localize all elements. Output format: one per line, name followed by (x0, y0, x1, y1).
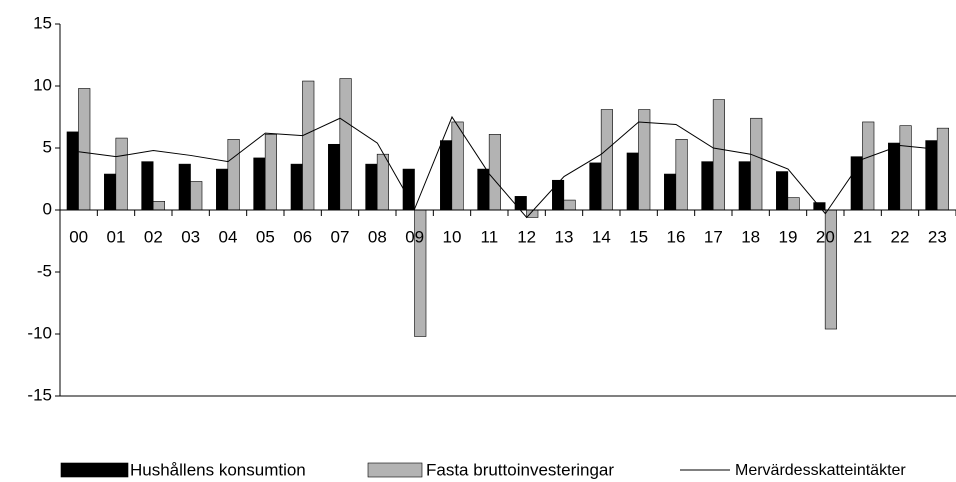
x-tick-label: 09 (405, 227, 424, 246)
x-tick-label: 17 (704, 227, 723, 246)
legend-swatch (367, 462, 423, 478)
bar (253, 157, 266, 211)
x-tick-label: 04 (219, 227, 238, 246)
x-tick-label: 20 (816, 227, 835, 246)
legend-label: Hushållens konsumtion (130, 460, 306, 479)
x-tick-label: 14 (592, 227, 611, 246)
bar (190, 181, 203, 211)
bar (339, 78, 352, 211)
y-tick-label: 10 (33, 75, 52, 94)
x-tick-label: 02 (144, 227, 163, 246)
bar (862, 121, 875, 211)
y-tick-label: -5 (37, 261, 52, 280)
bar (712, 99, 725, 211)
bar (552, 179, 565, 211)
bar (738, 161, 751, 211)
bar (227, 139, 240, 211)
bar (850, 156, 863, 211)
line (78, 115, 938, 219)
legend-label: Mervärdesskatteintäkter (735, 462, 906, 479)
legend-swatch (60, 462, 129, 478)
y-tick-label: 5 (43, 137, 52, 156)
bar (290, 163, 303, 211)
bar (675, 139, 688, 211)
bar (115, 137, 128, 211)
x-tick-label: 07 (331, 227, 350, 246)
bar (216, 168, 229, 211)
y-tick-label: 15 (33, 13, 52, 32)
bar (776, 171, 789, 211)
bar (638, 109, 651, 211)
x-tick-label: 18 (741, 227, 760, 246)
x-tick-label: 10 (443, 227, 462, 246)
bar (402, 168, 415, 211)
bar (178, 163, 191, 211)
x-tick-label: 03 (181, 227, 200, 246)
x-tick-label: 23 (928, 227, 947, 246)
bar (440, 140, 453, 211)
x-tick-label: 01 (107, 227, 126, 246)
y-tick-label: -10 (27, 323, 52, 342)
bar (787, 197, 800, 211)
x-tick-label: 05 (256, 227, 275, 246)
bar (477, 168, 490, 211)
bar (328, 143, 341, 211)
y-tick-label: 0 (43, 199, 52, 218)
bar (600, 109, 613, 211)
bar (264, 134, 277, 211)
bar (451, 121, 464, 211)
bar (302, 80, 315, 211)
x-tick-label: 19 (779, 227, 798, 246)
bar (626, 152, 639, 211)
legend-label: Fasta bruttoinvesteringar (426, 460, 614, 479)
bar (888, 142, 901, 211)
x-tick-label: 21 (853, 227, 872, 246)
x-tick-label: 08 (368, 227, 387, 246)
x-tick-label: 06 (293, 227, 312, 246)
bar (750, 117, 763, 211)
bar (925, 140, 938, 211)
bar (78, 88, 91, 211)
x-tick-label: 00 (69, 227, 88, 246)
bar (514, 196, 527, 211)
bar (488, 134, 501, 211)
x-tick-label: 13 (555, 227, 574, 246)
y-tick-label: -15 (27, 385, 52, 404)
bar (141, 161, 154, 211)
x-tick-label: 22 (891, 227, 910, 246)
bar (365, 163, 378, 211)
bar (899, 125, 912, 211)
x-tick-label: 12 (517, 227, 536, 246)
bar (589, 162, 602, 211)
bar (376, 153, 389, 211)
bar (701, 161, 714, 211)
x-tick-label: 11 (481, 227, 499, 246)
bar (152, 201, 165, 211)
bar (936, 127, 949, 211)
x-tick-label: 16 (667, 227, 686, 246)
bar (66, 131, 79, 211)
bar (563, 199, 576, 211)
bar (664, 173, 677, 211)
bar (104, 173, 117, 211)
x-tick-label: 15 (629, 227, 648, 246)
